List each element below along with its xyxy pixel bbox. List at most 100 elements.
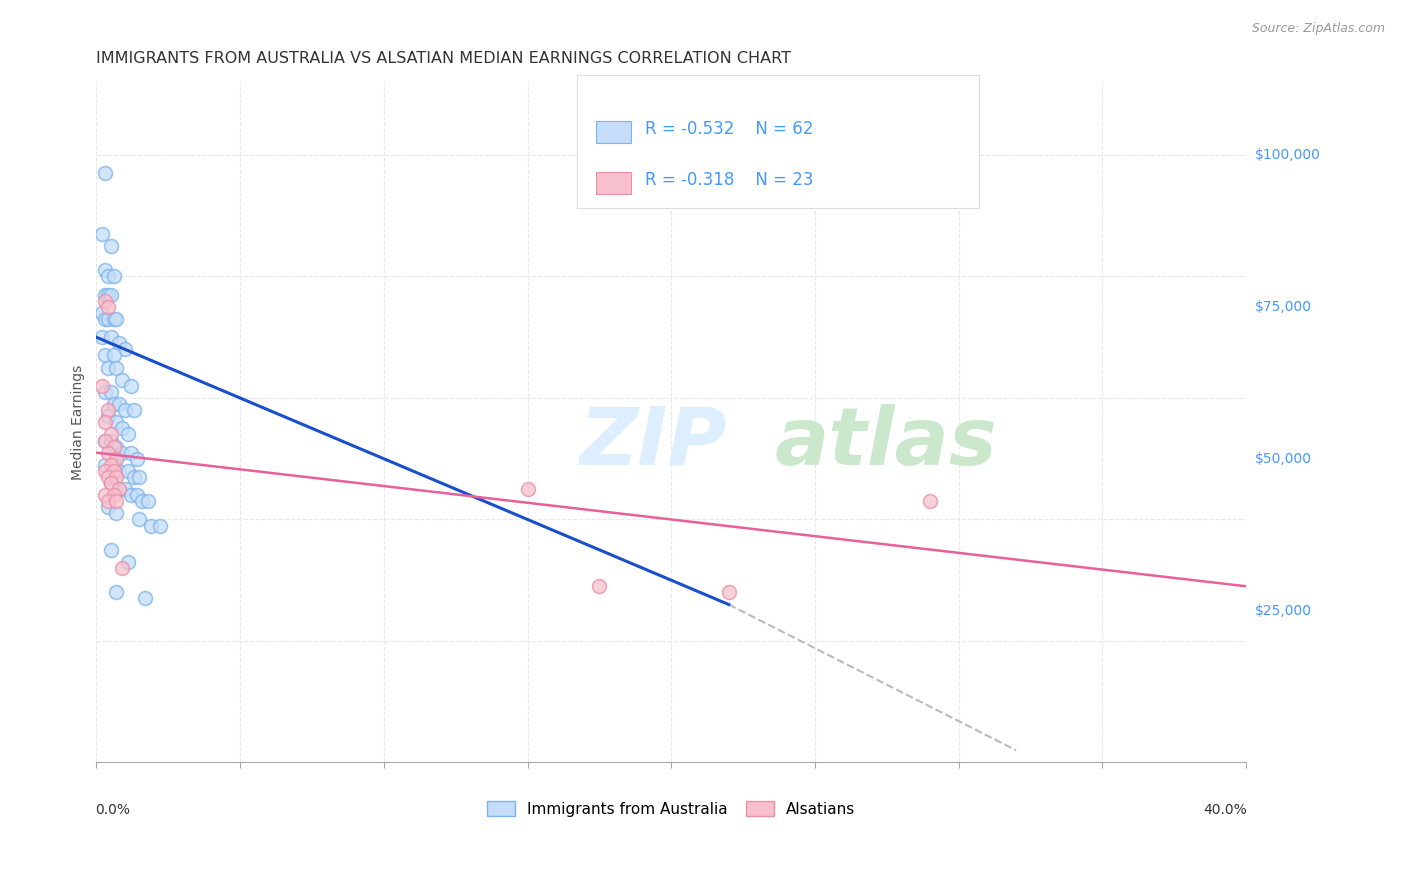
Point bbox=[97, 470, 120, 484]
Point bbox=[91, 306, 114, 320]
Text: R = -0.532    N = 62: R = -0.532 N = 62 bbox=[645, 120, 813, 138]
Point bbox=[117, 555, 139, 569]
Point bbox=[105, 440, 128, 454]
Text: atlas: atlas bbox=[775, 404, 997, 482]
Point bbox=[108, 482, 131, 496]
Point bbox=[114, 482, 136, 496]
Point bbox=[91, 330, 114, 344]
Point bbox=[136, 494, 159, 508]
Point bbox=[122, 470, 145, 484]
Point bbox=[125, 488, 148, 502]
Point bbox=[100, 239, 122, 253]
Point bbox=[105, 451, 128, 466]
Text: ZIP: ZIP bbox=[579, 404, 727, 482]
Point bbox=[149, 518, 172, 533]
Point bbox=[97, 312, 120, 326]
Point bbox=[516, 482, 538, 496]
Point bbox=[94, 458, 117, 472]
Point bbox=[100, 287, 122, 301]
Point bbox=[108, 482, 131, 496]
Point bbox=[105, 312, 128, 326]
Point bbox=[128, 470, 150, 484]
Point bbox=[100, 476, 122, 491]
Point bbox=[120, 488, 142, 502]
Point bbox=[103, 397, 125, 411]
Y-axis label: Median Earnings: Median Earnings bbox=[72, 365, 86, 480]
Point bbox=[717, 585, 740, 599]
Point bbox=[97, 403, 120, 417]
Point bbox=[94, 415, 117, 429]
Text: Source: ZipAtlas.com: Source: ZipAtlas.com bbox=[1251, 22, 1385, 36]
Point bbox=[103, 349, 125, 363]
Point bbox=[94, 464, 117, 478]
Point bbox=[103, 488, 125, 502]
Point bbox=[588, 579, 610, 593]
Point bbox=[100, 384, 122, 399]
Point bbox=[131, 494, 153, 508]
Point bbox=[100, 330, 122, 344]
Point bbox=[120, 445, 142, 459]
Legend: Immigrants from Australia, Alsatians: Immigrants from Australia, Alsatians bbox=[481, 795, 860, 822]
Point bbox=[108, 397, 131, 411]
Point bbox=[97, 409, 120, 424]
Point bbox=[125, 451, 148, 466]
Text: $75,000: $75,000 bbox=[1256, 300, 1312, 314]
Point bbox=[111, 445, 134, 459]
Point bbox=[94, 434, 117, 448]
Point bbox=[117, 427, 139, 442]
Point bbox=[114, 343, 136, 357]
Point bbox=[94, 434, 117, 448]
Text: $100,000: $100,000 bbox=[1256, 148, 1322, 162]
Point bbox=[108, 464, 131, 478]
Point bbox=[105, 360, 128, 375]
Point bbox=[91, 227, 114, 241]
Point bbox=[103, 464, 125, 478]
Point bbox=[97, 287, 120, 301]
Bar bbox=[596, 172, 631, 194]
Point bbox=[134, 591, 156, 606]
Point bbox=[105, 415, 128, 429]
Point bbox=[97, 445, 120, 459]
Point bbox=[94, 287, 117, 301]
Point bbox=[94, 166, 117, 180]
Text: $25,000: $25,000 bbox=[1256, 604, 1312, 617]
Point bbox=[103, 312, 125, 326]
Text: R = -0.318    N = 23: R = -0.318 N = 23 bbox=[645, 171, 813, 189]
Point bbox=[97, 269, 120, 284]
Point bbox=[111, 373, 134, 387]
Text: $50,000: $50,000 bbox=[1256, 451, 1312, 466]
Point bbox=[139, 518, 162, 533]
Point bbox=[100, 476, 122, 491]
Point bbox=[111, 561, 134, 575]
Text: IMMIGRANTS FROM AUSTRALIA VS ALSATIAN MEDIAN EARNINGS CORRELATION CHART: IMMIGRANTS FROM AUSTRALIA VS ALSATIAN ME… bbox=[97, 51, 792, 66]
Point bbox=[103, 269, 125, 284]
Text: 40.0%: 40.0% bbox=[1204, 804, 1247, 817]
Point bbox=[103, 458, 125, 472]
Text: 0.0%: 0.0% bbox=[96, 804, 131, 817]
Point bbox=[105, 585, 128, 599]
Point bbox=[94, 312, 117, 326]
Point bbox=[100, 434, 122, 448]
Point bbox=[94, 263, 117, 277]
Point bbox=[103, 440, 125, 454]
Point bbox=[105, 507, 128, 521]
Point bbox=[111, 421, 134, 435]
Point bbox=[117, 464, 139, 478]
Bar bbox=[596, 121, 631, 144]
Point bbox=[128, 512, 150, 526]
Point bbox=[100, 458, 122, 472]
Point bbox=[108, 336, 131, 351]
Point bbox=[114, 403, 136, 417]
Point bbox=[97, 300, 120, 314]
Point bbox=[94, 293, 117, 308]
Point bbox=[918, 494, 941, 508]
Point bbox=[97, 500, 120, 515]
Point bbox=[105, 470, 128, 484]
FancyBboxPatch shape bbox=[576, 75, 980, 208]
Point bbox=[97, 494, 120, 508]
Point bbox=[100, 542, 122, 557]
Point bbox=[94, 488, 117, 502]
Point bbox=[122, 403, 145, 417]
Point bbox=[100, 427, 122, 442]
Point bbox=[94, 384, 117, 399]
